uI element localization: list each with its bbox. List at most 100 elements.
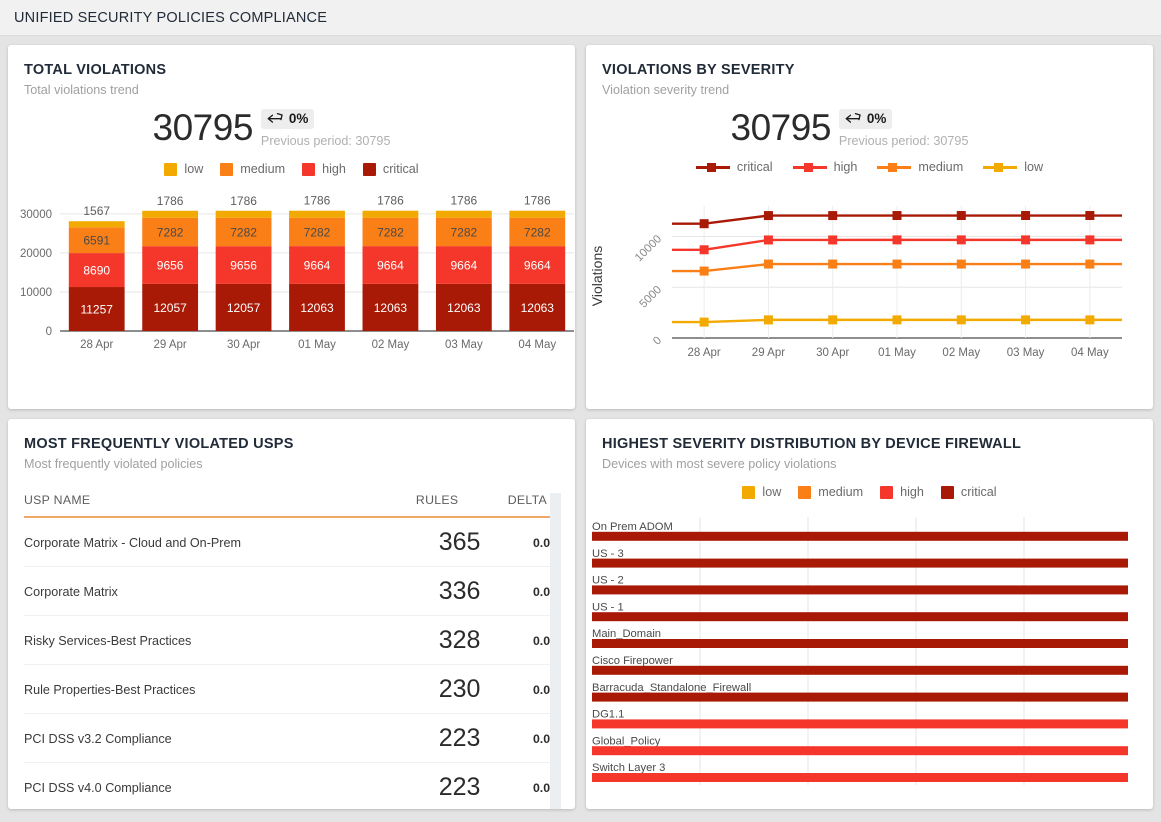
kpi-delta-value: 0% bbox=[866, 111, 887, 126]
legend-item-high[interactable]: high bbox=[880, 485, 924, 499]
svg-text:30 Apr: 30 Apr bbox=[227, 339, 260, 351]
legend-label-medium: medium bbox=[818, 485, 864, 499]
card-header: TOTAL VIOLATIONS Total violations trend bbox=[8, 45, 575, 97]
table-row[interactable]: PCI DSS v3.2 Compliance 223 0.0% bbox=[24, 713, 561, 763]
table-row[interactable]: Corporate Matrix 336 0.0% bbox=[24, 566, 561, 616]
cell-delta: 0.0% bbox=[480, 615, 561, 665]
svg-text:0: 0 bbox=[651, 335, 664, 348]
table-scrollbar[interactable] bbox=[550, 493, 561, 809]
svg-text:9664: 9664 bbox=[451, 259, 478, 273]
cell-rules: 230 bbox=[362, 664, 481, 714]
svg-text:01 May: 01 May bbox=[878, 347, 916, 359]
table-row[interactable]: Rule Properties-Best Practices 230 0.0% bbox=[24, 664, 561, 714]
legend-item-low[interactable]: low bbox=[742, 485, 781, 499]
card-subtitle: Violation severity trend bbox=[602, 83, 730, 97]
svg-text:Violations: Violations bbox=[589, 246, 605, 306]
svg-text:Barracuda_Standalone_Firewall: Barracuda_Standalone_Firewall bbox=[592, 682, 751, 694]
svg-text:1786: 1786 bbox=[157, 194, 184, 208]
svg-text:30000: 30000 bbox=[20, 209, 52, 221]
svg-text:US - 2: US - 2 bbox=[592, 575, 624, 587]
table-row[interactable]: Corporate Matrix - Cloud and On-Prem 365 0… bbox=[24, 517, 561, 567]
legend-item-low[interactable]: low bbox=[164, 162, 203, 176]
svg-text:20000: 20000 bbox=[20, 248, 52, 260]
legend-item-medium[interactable]: medium bbox=[220, 162, 285, 176]
card-subtitle: Most frequently violated policies bbox=[24, 457, 203, 471]
card-most-violated-usps[interactable]: MOST FREQUENTLY VIOLATED USPS Most frequ… bbox=[8, 419, 575, 809]
legend-mark-medium bbox=[877, 161, 912, 173]
svg-text:9656: 9656 bbox=[157, 259, 184, 273]
card-title: HIGHEST SEVERITY DISTRIBUTION BY DEVICE … bbox=[602, 436, 1022, 452]
svg-text:Main_Domain: Main_Domain bbox=[592, 628, 661, 640]
legend-item-high[interactable]: high bbox=[302, 162, 346, 176]
table-row[interactable]: PCI DSS v4.0 Compliance 223 0.0% bbox=[24, 762, 561, 809]
kpi-block: 30795 0% Previous period: 30795 bbox=[586, 109, 1153, 148]
legend-swatch-medium bbox=[220, 162, 234, 176]
dashboard-header: UNIFIED SECURITY POLICIES COMPLIANCE bbox=[0, 0, 1161, 36]
cell-usp-name: Corporate Matrix bbox=[24, 566, 363, 616]
legend-swatch-high bbox=[880, 485, 894, 499]
legend-item-low[interactable]: low bbox=[983, 160, 1043, 174]
svg-text:Global_Policy: Global_Policy bbox=[592, 735, 661, 747]
legend-label-high: high bbox=[833, 160, 858, 174]
svg-text:5000: 5000 bbox=[638, 284, 665, 311]
svg-text:04 May: 04 May bbox=[518, 339, 556, 351]
kpi-previous-period: Previous period: 30795 bbox=[260, 134, 391, 148]
card-highest-severity-by-device[interactable]: HIGHEST SEVERITY DISTRIBUTION BY DEVICE … bbox=[586, 419, 1153, 809]
kpi-previous-period: Previous period: 30795 bbox=[838, 134, 969, 148]
svg-text:7282: 7282 bbox=[451, 225, 478, 239]
highest-severity-by-device-bar-chart[interactable]: On Prem ADOM US - 3 US - 2 US - 1 Main_Domai… bbox=[586, 517, 1153, 785]
legend-label-high: high bbox=[900, 485, 924, 499]
column-header-delta[interactable]: DELTA bbox=[480, 493, 561, 518]
cell-delta: 0.0% bbox=[480, 664, 561, 714]
bar-chart-legend: low medium high critical bbox=[8, 162, 575, 176]
card-violations-by-severity[interactable]: VIOLATIONS BY SEVERITY Violation severit… bbox=[586, 45, 1153, 409]
svg-text:9664: 9664 bbox=[377, 259, 404, 273]
card-title: VIOLATIONS BY SEVERITY bbox=[602, 62, 795, 78]
legend-mark-low bbox=[983, 161, 1018, 173]
kpi-block: 30795 0% Previous period: 30795 bbox=[8, 109, 575, 148]
legend-mark-high bbox=[792, 161, 827, 173]
total-violations-stacked-bar-chart[interactable]: 0 10000 20000 30000 11257 8690 6591 1567 28 Apr 1… bbox=[8, 184, 575, 354]
violations-by-severity-line-chart[interactable]: Violations 0 5000 10000 28 Apr 29 Apr 30 Apr 01… bbox=[586, 192, 1153, 372]
legend-item-high[interactable]: high bbox=[792, 160, 858, 174]
svg-text:28 Apr: 28 Apr bbox=[80, 339, 113, 351]
legend-label-critical: critical bbox=[736, 160, 773, 174]
table-row[interactable]: Risky Services-Best Practices 328 0.0% bbox=[24, 615, 561, 665]
legend-item-critical[interactable]: critical bbox=[940, 485, 997, 499]
usp-table: USP NAME RULES DELTA Corporate Matrix - … bbox=[24, 493, 561, 809]
cell-delta: 0.0% bbox=[480, 517, 561, 567]
cell-delta: 0.0% bbox=[480, 566, 561, 616]
legend-label-critical: critical bbox=[960, 485, 997, 499]
legend-label-medium: medium bbox=[240, 162, 286, 176]
legend-swatch-high bbox=[302, 162, 316, 176]
cell-usp-name: Rule Properties-Best Practices bbox=[24, 664, 363, 714]
usp-table-container[interactable]: USP NAME RULES DELTA Corporate Matrix - … bbox=[24, 493, 561, 809]
kpi-value: 30795 bbox=[152, 107, 254, 148]
legend-item-medium[interactable]: medium bbox=[798, 485, 863, 499]
svg-text:9656: 9656 bbox=[230, 259, 257, 273]
svg-text:9664: 9664 bbox=[304, 259, 331, 273]
svg-text:US - 3: US - 3 bbox=[592, 548, 624, 560]
svg-text:12063: 12063 bbox=[374, 301, 408, 315]
svg-text:11257: 11257 bbox=[80, 303, 113, 317]
svg-text:01 May: 01 May bbox=[298, 339, 336, 351]
usp-table-body: Corporate Matrix - Cloud and On-Prem 365 0… bbox=[24, 517, 561, 809]
card-total-violations[interactable]: TOTAL VIOLATIONS Total violations trend … bbox=[8, 45, 575, 409]
svg-text:29 Apr: 29 Apr bbox=[154, 339, 187, 351]
legend-item-critical[interactable]: critical bbox=[362, 162, 419, 176]
legend-item-critical[interactable]: critical bbox=[695, 160, 773, 174]
svg-text:7282: 7282 bbox=[304, 225, 331, 239]
column-header-usp-name[interactable]: USP NAME bbox=[24, 493, 363, 518]
cell-rules: 223 bbox=[362, 713, 481, 763]
svg-text:1786: 1786 bbox=[304, 194, 331, 208]
cell-rules: 223 bbox=[362, 762, 481, 809]
legend-label-critical: critical bbox=[382, 162, 419, 176]
svg-text:9664: 9664 bbox=[524, 259, 551, 273]
legend-label-medium: medium bbox=[918, 160, 964, 174]
svg-text:12057: 12057 bbox=[227, 301, 261, 315]
svg-text:03 May: 03 May bbox=[1007, 347, 1045, 359]
legend-item-medium[interactable]: medium bbox=[877, 160, 963, 174]
column-header-rules[interactable]: RULES bbox=[362, 493, 481, 518]
cell-delta: 0.0% bbox=[480, 762, 561, 809]
svg-text:10000: 10000 bbox=[633, 233, 664, 264]
